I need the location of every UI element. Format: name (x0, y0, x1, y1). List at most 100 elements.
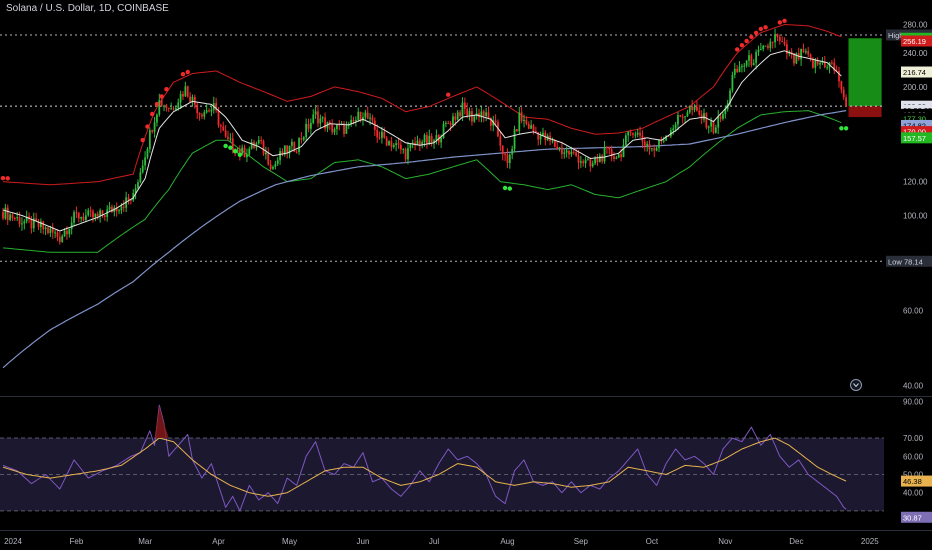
candle-body (776, 34, 779, 38)
candle-body (729, 90, 731, 104)
rsi-value-bg (901, 511, 932, 523)
sell-signal-marker (145, 124, 150, 129)
candle-body (601, 155, 604, 162)
candle-body (674, 124, 677, 129)
candle-body (447, 122, 450, 124)
candle-body (174, 107, 177, 110)
time-tick-label: May (282, 537, 297, 546)
time-tick-label: Sep (574, 537, 589, 546)
scroll-to-realtime-button[interactable] (850, 379, 862, 391)
candle-body (719, 116, 722, 119)
candle-body (594, 158, 596, 164)
candle-body (712, 121, 715, 133)
candle-body (236, 149, 239, 154)
candle-body (603, 146, 606, 162)
candle-body (812, 59, 814, 68)
candle-body (87, 210, 90, 216)
candle-body (568, 150, 570, 155)
candle-body (286, 145, 289, 154)
price-label: 170.00 (903, 128, 926, 137)
candle-body (246, 154, 248, 158)
candle-body (13, 218, 16, 220)
candle-body (61, 236, 64, 242)
candle-body (561, 147, 563, 154)
candle-body (530, 125, 533, 129)
candle-body (229, 138, 232, 140)
candle-body (402, 149, 405, 151)
candle-body (359, 111, 362, 121)
time-tick-label: 2025 (861, 537, 879, 546)
candle-body (264, 152, 267, 155)
candle-body (722, 114, 724, 119)
candle-body (480, 111, 483, 118)
candle-body (250, 142, 253, 149)
candle-body (350, 119, 353, 125)
candle-body (759, 49, 762, 51)
candle-body (416, 140, 419, 145)
candle-body (473, 116, 476, 122)
candle-body (598, 155, 601, 163)
candle-body (385, 137, 388, 146)
candle-body (267, 152, 270, 165)
candle-body (369, 117, 371, 119)
candle-body (591, 163, 594, 167)
candle-body (414, 142, 416, 145)
candle-body (186, 86, 189, 97)
high-badge-label: High (888, 31, 903, 40)
candle-body (501, 145, 504, 155)
candle-body (421, 142, 424, 145)
candle-body (667, 135, 670, 137)
candle-body (665, 135, 668, 141)
candle-body (101, 210, 104, 216)
candle-body (39, 221, 42, 228)
candle-body (741, 66, 743, 68)
candle-body (151, 130, 154, 132)
rsi-tick-label: 50.00 (903, 470, 924, 479)
candle-body (343, 123, 345, 134)
candle-body (731, 74, 734, 91)
candle-body (629, 131, 632, 133)
buy-signal-marker (223, 143, 228, 149)
scroll-button-circle (850, 379, 862, 391)
candle-body (44, 227, 47, 230)
candle-body (551, 140, 554, 142)
candle-body (167, 107, 170, 109)
candle-body (300, 138, 303, 140)
candle-body (624, 135, 627, 145)
sell-signal-marker (185, 69, 190, 75)
candle-body (54, 232, 57, 234)
candle-body (404, 149, 407, 160)
candle-body (823, 61, 826, 68)
time-tick-label: Feb (70, 537, 84, 546)
candle-body (399, 144, 402, 150)
price-tick-label: 100.00 (903, 212, 928, 221)
sell-signal-marker (753, 30, 759, 36)
candle-body (579, 161, 582, 163)
candle-body (182, 93, 184, 97)
candle-body (63, 230, 66, 237)
candle-body (826, 67, 829, 69)
candle-body (648, 143, 651, 150)
sell-signal-marker (749, 34, 754, 40)
candle-body (390, 141, 393, 148)
candle-body (302, 137, 305, 140)
candle-body (771, 41, 774, 43)
candle-body (224, 130, 227, 137)
candle-body (189, 96, 191, 103)
candle-body (589, 159, 592, 167)
rsi-line (2, 404, 847, 512)
candle-body (542, 132, 544, 136)
candle-body (558, 147, 561, 150)
sell-signal-marker (777, 20, 782, 25)
candle-body (383, 131, 386, 138)
candle-body (516, 129, 518, 132)
candle-body (241, 147, 244, 155)
candle-body (466, 108, 469, 116)
low-badge-label-bg (886, 255, 902, 267)
candle-body (471, 111, 473, 122)
candle-body (262, 140, 265, 155)
candle-body (527, 123, 530, 129)
candle-body (16, 217, 19, 219)
